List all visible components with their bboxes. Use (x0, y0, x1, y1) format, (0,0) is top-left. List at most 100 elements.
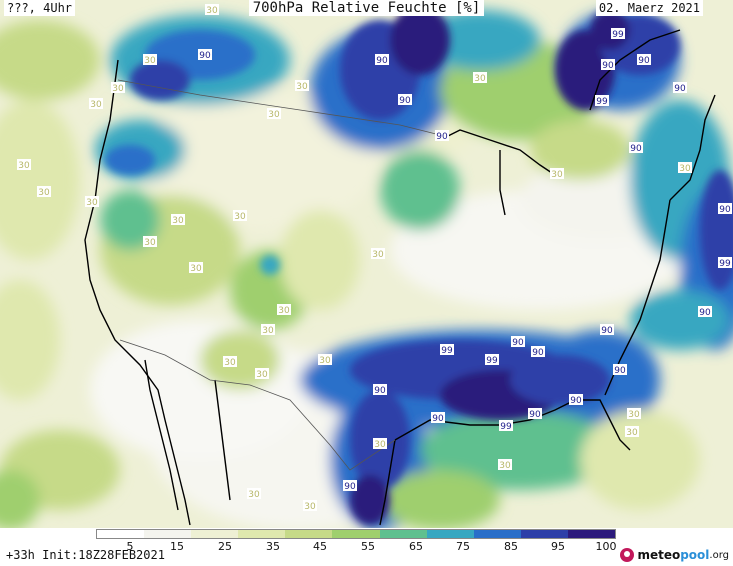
isoline-label: 30 (296, 82, 308, 92)
isoline-label-bg (440, 344, 454, 355)
isoline-label: 30 (372, 250, 384, 260)
brand-text-pool: pool (680, 548, 710, 562)
isoline-label-bg (295, 80, 309, 91)
isoline-label-bg (613, 364, 627, 375)
isoline-label-bg (531, 346, 545, 357)
isoline-label-bg (473, 72, 487, 83)
colorbar-segment (285, 530, 333, 538)
isoline-label-bg (247, 488, 261, 499)
isoline-label-bg (698, 306, 712, 317)
isoline-label: 90 (529, 410, 541, 420)
colorbar-segment (144, 530, 192, 538)
isoline-label-bg (511, 336, 525, 347)
isoline-label: 30 (256, 370, 268, 380)
isoline-label-bg (550, 168, 564, 179)
isoline-label: 30 (374, 440, 386, 450)
isoline-label: 30 (628, 410, 640, 420)
isoline-label: 30 (248, 490, 260, 500)
isoline-label-bg (373, 438, 387, 449)
forecast-run-label: +33h Init:18Z28FEB2021 (6, 548, 165, 562)
colorbar-tick-label: 25 (218, 540, 232, 553)
isoline-label-bg (678, 162, 692, 173)
isoline-label-bg (431, 412, 445, 423)
isoline-label-bg (111, 82, 125, 93)
colorbar-ticks: 5 15 25 35 45 55 65 75 85 95 100 (96, 539, 617, 553)
meteopool-logo-icon (620, 548, 635, 562)
colorbar-tick-label: 5 (126, 540, 134, 553)
isoline-label: 90 (399, 96, 411, 106)
isoline-label: 90 (601, 326, 613, 336)
isoline-label-bg (318, 354, 332, 365)
isoline-label: 30 (278, 306, 290, 316)
isoline-label: 30 (190, 264, 202, 274)
isoline-label-bg (398, 94, 412, 105)
isoline-label-bg (277, 304, 291, 315)
isoline-label: 99 (719, 259, 731, 269)
map-title: 700hPa Relative Feuchte [%] (0, 0, 733, 16)
colorbar-segment (238, 530, 286, 538)
isoline-label-bg (373, 384, 387, 395)
isoline-label-bg (600, 324, 614, 335)
isoline-labels: 90 90 90 99 90 99 90 90 99 90 90 90 90 99 99 90 90 90 99 90… (17, 4, 732, 512)
humidity-field-svg: 90 90 90 99 90 99 90 90 99 90 90 90 90 99 99 90 90 90 99 90… (0, 0, 733, 528)
colorbar-tick-label: 65 (409, 540, 423, 553)
isoline-label-bg (143, 236, 157, 247)
isoline-label: 30 (679, 164, 691, 174)
isoline-label: 99 (500, 422, 512, 432)
isoline-label: 99 (596, 97, 608, 107)
colorbar-segment (191, 530, 239, 538)
isoline-label: 90 (674, 84, 686, 94)
isoline-label-bg (189, 262, 203, 273)
colorbar-tick-label: 100 (595, 540, 617, 553)
colorbar-tick-label: 55 (361, 540, 375, 553)
isoline-label-bg (499, 420, 513, 431)
isoline-label: 90 (374, 386, 386, 396)
isoline-label: 90 (344, 482, 356, 492)
colorbar-segment (473, 530, 521, 538)
brand-text-org: .org (709, 549, 729, 561)
isoline-label: 30 (38, 188, 50, 198)
isoline-label: 90 (376, 56, 388, 66)
isoline-label-bg (375, 54, 389, 65)
isoline-label: 30 (234, 212, 246, 222)
isoline-label-bg (267, 108, 281, 119)
isoline-label: 30 (551, 170, 563, 180)
isoline-label-bg (498, 459, 512, 470)
isoline-label: 90 (630, 144, 642, 154)
colorbar-segment (520, 530, 568, 538)
isoline-label: 90 (436, 132, 448, 142)
isoline-label: 99 (486, 356, 498, 366)
isoline-label: 30 (144, 238, 156, 248)
isoline-label: 90 (602, 61, 614, 71)
meteopool-logo[interactable]: meteo pool .org (620, 548, 729, 562)
isoline-label-bg (343, 480, 357, 491)
isoline-label: 90 (570, 396, 582, 406)
isoline-label: 90 (432, 414, 444, 424)
isoline-label: 90 (199, 51, 211, 61)
isoline-label-bg (601, 59, 615, 70)
colorbar-tick-label: 75 (456, 540, 470, 553)
isoline-label-bg (17, 159, 31, 170)
colorbar-tick-label: 85 (504, 540, 518, 553)
isoline-label-bg (89, 98, 103, 109)
isoline-label-bg (85, 196, 99, 207)
isoline-label: 99 (441, 346, 453, 356)
isoline-label: 30 (474, 74, 486, 84)
isoline-label-bg (205, 4, 219, 15)
colorbar-segment (332, 530, 380, 538)
colorbar-segment (426, 530, 474, 538)
isoline-label: 30 (206, 6, 218, 16)
isoline-label-bg (371, 248, 385, 259)
isoline-label: 30 (319, 356, 331, 366)
isoline-label: 90 (699, 308, 711, 318)
colorbar-tick-label: 15 (170, 540, 184, 553)
isoline-label-bg (485, 354, 499, 365)
isoline-label-bg (625, 426, 639, 437)
isoline-label-bg (261, 324, 275, 335)
isoline-label-bg (528, 408, 542, 419)
isoline-label: 30 (304, 502, 316, 512)
colorbar-tick-label: 45 (313, 540, 327, 553)
isoline-label: 30 (262, 326, 274, 336)
isoline-label: 90 (512, 338, 524, 348)
isoline-label: 30 (268, 110, 280, 120)
